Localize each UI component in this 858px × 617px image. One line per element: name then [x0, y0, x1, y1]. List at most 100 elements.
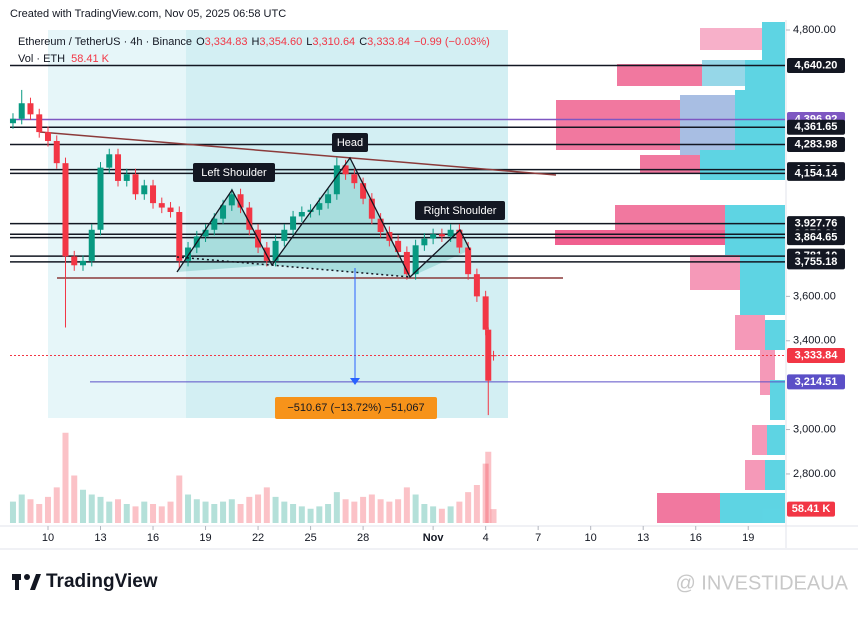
x-tick-label: 10	[42, 532, 54, 544]
volume-bar	[395, 499, 402, 523]
candle-body	[395, 240, 402, 252]
candle-body	[9, 118, 16, 124]
annotation-box	[275, 397, 437, 419]
candle-body	[368, 198, 375, 219]
annotation-box	[332, 133, 368, 152]
x-tick-label: 19	[199, 532, 211, 544]
price-label: 4,361.65	[795, 121, 838, 133]
candle-body	[62, 163, 69, 257]
candle-body	[36, 114, 43, 133]
price-label: 4,154.14	[795, 167, 839, 179]
volume-bar	[412, 494, 419, 523]
volume-bar	[44, 496, 51, 523]
volume-bar	[150, 504, 157, 523]
candle-body	[377, 218, 384, 232]
volume-bar	[27, 499, 34, 523]
x-tick-label: 4	[483, 532, 489, 544]
candle-body	[246, 207, 253, 230]
candle-body	[18, 103, 25, 119]
candle-body	[490, 355, 497, 357]
volume-bar	[53, 487, 60, 523]
candle-body	[88, 229, 95, 261]
volume-bar	[430, 506, 437, 523]
volume-bar	[333, 492, 340, 523]
candle-body	[465, 247, 472, 275]
candle-body	[97, 167, 104, 230]
candle-body	[307, 209, 314, 213]
volume-label: 58.41 K	[792, 503, 831, 515]
candle-body	[115, 154, 122, 181]
candle-body	[430, 234, 437, 239]
h-label: H	[251, 36, 259, 48]
volume-bar	[115, 499, 122, 523]
volume-bar	[18, 494, 25, 523]
candle-body	[485, 329, 492, 381]
candle-body	[53, 140, 60, 164]
candle-body	[44, 132, 51, 141]
created-text: Created with TradingView.com, Nov 05, 20…	[10, 8, 286, 20]
brand: TradingView	[46, 571, 158, 592]
high: 3,354.60	[259, 36, 302, 48]
volume-bar	[403, 487, 410, 523]
volume-bar	[36, 504, 43, 523]
volume-bar	[307, 508, 314, 523]
annotation-box	[193, 163, 275, 182]
volume-bar	[456, 501, 463, 523]
volume-bar	[220, 501, 227, 523]
candle-body	[132, 174, 139, 195]
x-tick-label: 28	[357, 532, 369, 544]
x-tick-label: 10	[585, 532, 597, 544]
candle-body	[167, 207, 174, 213]
candle-body	[141, 185, 148, 195]
volume-bar	[193, 499, 200, 523]
x-tick-label: 7	[535, 532, 541, 544]
x-tick-label: 25	[304, 532, 316, 544]
volume-bar	[465, 492, 472, 523]
candle-body	[333, 165, 340, 195]
volume-bar	[167, 501, 174, 523]
price-label-box	[787, 119, 845, 135]
x-tick-label: Nov	[423, 532, 445, 544]
volume-bar	[185, 494, 192, 523]
candle-body	[290, 216, 297, 230]
pattern-line	[176, 156, 471, 279]
candle-body	[176, 212, 183, 261]
candle-body	[316, 203, 323, 210]
open: 3,334.83	[205, 36, 248, 48]
watermark: @ INVESTIDEAUA	[675, 572, 848, 594]
trendline	[39, 131, 557, 176]
candle-body	[220, 205, 227, 219]
volume-bar	[246, 496, 253, 523]
volume-bar	[421, 504, 428, 523]
candle-body	[482, 296, 489, 330]
price-label-box	[787, 347, 845, 363]
candle-body	[342, 165, 349, 175]
volume-label-box	[787, 501, 835, 517]
volume-bar	[316, 506, 323, 523]
candle-body	[412, 245, 419, 275]
vol-row: Vol · ETH 58.41 K	[18, 53, 110, 65]
brand-logo	[12, 574, 41, 590]
volume-bar	[490, 509, 497, 523]
symbol: Ethereum / TetherUS · 4h · Binance O3,334…	[18, 36, 490, 48]
price-label: 3,927.76	[795, 218, 838, 230]
annotation: −510.67 (−13.72%) −51,067	[287, 402, 424, 414]
candle-body	[237, 194, 244, 208]
volume-bar	[237, 504, 244, 523]
candle-body	[298, 212, 305, 217]
vol-label: Vol · ETH	[18, 53, 65, 65]
candle-body	[272, 240, 279, 261]
candle-body	[71, 256, 78, 266]
price-label: 3,214.51	[795, 376, 838, 388]
volume-bar	[158, 506, 165, 523]
x-tick-label: 19	[742, 532, 754, 544]
volume-bar	[485, 451, 492, 523]
candle-body	[360, 183, 367, 199]
volume-bar	[377, 499, 384, 523]
volume-bar	[71, 475, 78, 523]
price-label-box	[787, 57, 845, 73]
candle-body	[228, 194, 235, 206]
volume-bar	[438, 508, 445, 523]
y-tick-label: 3,400.00	[793, 335, 836, 347]
volume-bar	[386, 501, 393, 523]
